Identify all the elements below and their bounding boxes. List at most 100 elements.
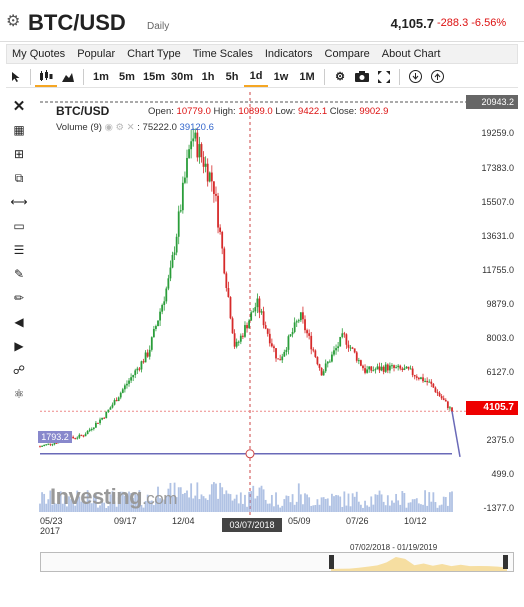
node-tool-icon[interactable]: ☍ [12, 363, 26, 377]
arrow-right-icon[interactable]: ▶ [14, 339, 24, 353]
candle-body [370, 366, 373, 371]
menu-about-chart[interactable]: About Chart [381, 48, 441, 60]
volume-bar [113, 501, 116, 512]
arrow-left-icon[interactable]: ◀ [14, 315, 24, 329]
candle-body [150, 337, 153, 350]
download-icon[interactable] [404, 67, 426, 87]
menu-compare[interactable]: Compare [324, 48, 370, 60]
y-tick: 6127.0 [486, 367, 514, 377]
range-navigator[interactable] [40, 552, 514, 572]
volume-bar [399, 504, 402, 512]
volume-bar [415, 498, 418, 512]
camera-icon[interactable] [351, 67, 373, 87]
candle-body [244, 325, 246, 337]
volume-bar [248, 491, 251, 512]
candle-body [302, 312, 304, 320]
candle-body [144, 352, 147, 363]
volume-bar [322, 497, 325, 512]
brush-icon[interactable]: ✎ [13, 267, 25, 281]
candle-body [428, 381, 431, 383]
navigator-handle-right[interactable] [503, 555, 508, 569]
menu-indicators[interactable]: Indicators [264, 48, 313, 60]
candle-body [204, 163, 207, 167]
timeframe-1w[interactable]: 1w [273, 70, 289, 83]
period-label: Daily [147, 21, 170, 32]
eye-icon[interactable]: ◉ ⚙ ✕ [104, 122, 135, 133]
x-tick: 10/12 [404, 516, 427, 526]
rectangle-tool-icon[interactable]: ▭ [13, 219, 25, 233]
navigator-handle-left[interactable] [329, 555, 334, 569]
volume-bar [198, 499, 201, 512]
candle-body [270, 343, 273, 347]
volume-bar [208, 494, 211, 512]
volume-bar [126, 500, 128, 512]
candle-body [349, 347, 352, 349]
line-tool-icon[interactable]: ⟷ [10, 195, 28, 209]
candlestick-chart-icon[interactable] [35, 67, 57, 87]
x-tick: 05/09 [288, 516, 311, 526]
volume-bar [74, 505, 77, 512]
candle-body [53, 442, 56, 445]
gear-icon[interactable]: ⚙ [335, 71, 345, 83]
close-icon[interactable]: ✕ [12, 98, 26, 115]
volume-bar [177, 487, 180, 512]
lines-tool-icon[interactable]: ☰ [13, 243, 25, 257]
gear-icon[interactable]: ⚙ [6, 13, 21, 30]
pen-icon[interactable]: ✏ [13, 291, 25, 305]
volume-bar [229, 494, 232, 512]
y-tick: 9879.0 [486, 299, 514, 309]
timeframe-5h[interactable]: 5h [225, 70, 239, 83]
candle-body [88, 429, 91, 431]
candle-body [426, 380, 429, 383]
timeframe-1m[interactable]: 1m [93, 70, 109, 83]
candle-body [235, 341, 238, 347]
candle-body [210, 172, 213, 182]
candle-body [291, 331, 294, 335]
timeframe-1M[interactable]: 1M [299, 70, 315, 83]
select-tool-icon[interactable]: ▦ [13, 123, 25, 137]
timeframe-1d[interactable]: 1d [244, 67, 268, 87]
timeframe-5m[interactable]: 5m [119, 70, 135, 83]
candle-body [82, 435, 85, 437]
volume-bar [179, 487, 182, 512]
candle-body [206, 163, 209, 182]
candle-body [190, 141, 193, 150]
volume-bar [285, 495, 288, 512]
candle-body [376, 366, 379, 370]
volume-bar [362, 507, 364, 512]
timeframe-1h[interactable]: 1h [201, 70, 215, 83]
fullscreen-icon[interactable] [373, 67, 395, 87]
candle-body [181, 182, 184, 211]
volume-bar [88, 499, 91, 512]
candle-body [380, 366, 383, 371]
candle-body [366, 369, 369, 373]
candle-body [45, 444, 48, 446]
timeframe-15m[interactable]: 15m [142, 70, 166, 83]
measure-tool-icon[interactable]: ⚛ [13, 387, 25, 401]
candle-body [449, 407, 451, 409]
open-value: 10779.0 [176, 106, 211, 117]
area-chart-icon[interactable] [57, 67, 79, 87]
cursor-icon[interactable] [6, 67, 26, 87]
volume-bar [221, 487, 224, 512]
menu-chart-type[interactable]: Chart Type [127, 48, 181, 60]
volume-bar [111, 491, 114, 512]
candle-body [306, 330, 308, 334]
volume-bar [442, 496, 445, 512]
candle-body [368, 366, 371, 370]
candle-body [258, 298, 261, 313]
menu-my-quotes[interactable]: My Quotes [12, 48, 66, 60]
volume-bar [451, 491, 453, 512]
menu-popular[interactable]: Popular [77, 48, 116, 60]
magnet-icon[interactable]: ⊞ [13, 147, 25, 161]
volume-bar [289, 502, 292, 512]
timeframe-30m[interactable]: 30m [170, 70, 194, 83]
volume-bar [82, 494, 85, 512]
price-chart[interactable] [36, 92, 520, 544]
volume-bar [167, 488, 170, 512]
copy-icon[interactable]: ⧉ [14, 170, 24, 185]
candle-body [227, 288, 230, 298]
candle-body [213, 181, 215, 194]
menu-time-scales[interactable]: Time Scales [192, 48, 253, 60]
upload-icon[interactable] [426, 67, 448, 87]
